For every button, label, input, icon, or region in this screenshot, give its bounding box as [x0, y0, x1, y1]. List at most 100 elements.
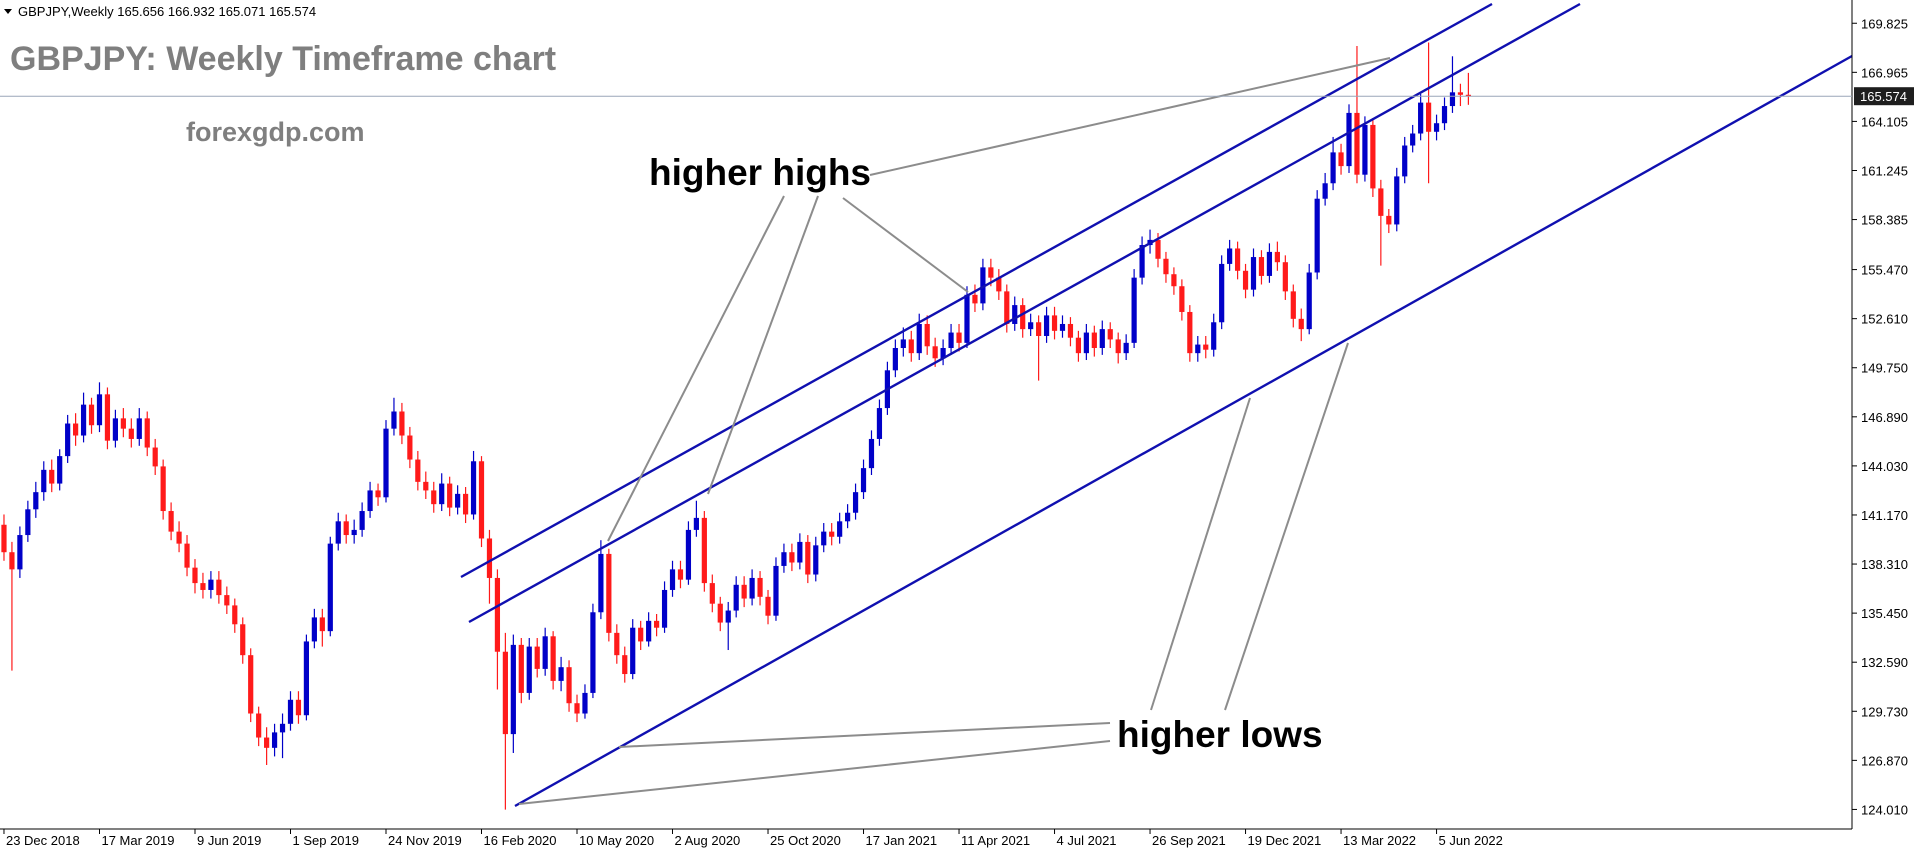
candle-body	[1075, 337, 1082, 354]
candle-body	[534, 646, 540, 669]
candle-body	[248, 655, 254, 714]
candle-body	[447, 483, 453, 508]
candle-body	[797, 541, 803, 563]
x-tick-label: 16 Feb 2020	[484, 833, 557, 848]
candle-body	[1179, 286, 1185, 312]
y-tick-label: 135.450	[1861, 606, 1908, 621]
candle-body	[550, 636, 556, 681]
candle-body	[510, 644, 516, 735]
candle-body	[741, 584, 747, 599]
candle-body	[900, 339, 906, 349]
candle-body	[1203, 344, 1209, 350]
candle-body	[773, 565, 779, 616]
candle-body	[319, 617, 325, 632]
candle-body	[502, 651, 508, 735]
candle-body	[1155, 239, 1161, 259]
ohlc-low: 165.071	[219, 4, 266, 19]
candle-body	[813, 545, 819, 575]
candle-body	[17, 535, 23, 570]
x-tick-label: 9 Jun 2019	[197, 833, 261, 848]
candle-body	[661, 589, 668, 628]
candle-body	[693, 517, 699, 530]
candle-body	[582, 692, 588, 714]
candle-body	[566, 667, 572, 704]
x-tick-label: 10 May 2020	[579, 833, 654, 848]
annotation: higher lows	[1117, 714, 1323, 755]
candle-body	[964, 294, 970, 343]
y-tick-label: 129.730	[1861, 704, 1908, 719]
candle-body	[638, 627, 644, 642]
candle-body	[685, 529, 692, 580]
menu-arrow	[4, 9, 12, 14]
candle-body	[829, 531, 835, 537]
candle-body	[1354, 112, 1360, 175]
x-tick-label: 19 Dec 2021	[1248, 833, 1322, 848]
x-tick-label: 26 Sep 2021	[1152, 833, 1226, 848]
y-tick-label: 149.750	[1861, 361, 1908, 376]
candle-body	[1123, 342, 1129, 354]
candle-body	[1370, 124, 1376, 189]
candle-body	[1242, 270, 1249, 290]
candle-body	[526, 646, 532, 693]
candle-body	[940, 348, 946, 359]
candle-body	[614, 632, 620, 656]
symbol: GBPJPY,Weekly	[18, 4, 114, 19]
candle-body	[876, 408, 883, 439]
candle-body	[120, 418, 126, 429]
candle-body	[574, 703, 580, 714]
candle-body	[462, 493, 469, 515]
candle-body	[1115, 339, 1121, 354]
candle-body	[1386, 215, 1392, 225]
candle-body	[892, 348, 898, 371]
candle-body	[725, 610, 731, 623]
pointer-line	[1150, 397, 1251, 711]
x-tick-label: 17 Mar 2019	[101, 833, 174, 848]
candle-body	[606, 553, 612, 633]
y-tick-label: 124.010	[1861, 802, 1908, 817]
candle-body	[1290, 291, 1296, 319]
candle-body	[1211, 322, 1217, 350]
candle-body	[948, 332, 954, 349]
candle-body	[765, 596, 771, 616]
candle-body	[200, 583, 206, 590]
y-tick-label: 166.965	[1861, 65, 1908, 80]
ohlc-high: 166.932	[168, 4, 215, 19]
candle-body	[1465, 94, 1471, 97]
ohlc-open: 165.656	[117, 4, 164, 19]
candle-body	[1282, 262, 1288, 292]
candle-body	[1410, 133, 1416, 146]
candle-body	[1036, 322, 1042, 336]
x-tick-label: 11 Apr 2021	[961, 833, 1030, 848]
candle-body	[1, 524, 7, 553]
candle-body	[256, 713, 262, 738]
price-label-box	[1854, 87, 1914, 106]
y-tick-label: 164.105	[1861, 114, 1908, 129]
candle-body	[144, 418, 150, 448]
candle-body	[860, 468, 867, 493]
candle-body	[49, 469, 55, 484]
candle-body	[1195, 344, 1201, 354]
candle-body	[1338, 152, 1344, 167]
candle-body	[1274, 251, 1280, 263]
candle-body	[478, 461, 485, 539]
candle-body	[383, 428, 389, 498]
candle-body	[1346, 112, 1352, 167]
x-tick-label: 2 Aug 2020	[675, 833, 741, 848]
candle-body	[1250, 257, 1257, 290]
candle-body	[956, 332, 962, 343]
x-tick-label: 25 Oct 2020	[770, 833, 841, 848]
candle-body	[9, 552, 15, 570]
y-tick-label: 138.310	[1861, 557, 1908, 572]
candle-body	[1234, 248, 1241, 271]
candle-body	[208, 579, 214, 590]
candle-body	[33, 492, 39, 510]
candle-body	[781, 552, 787, 566]
candle-body	[701, 517, 707, 584]
candle-body	[1258, 257, 1265, 276]
candle-body	[717, 603, 723, 623]
candle-body	[423, 481, 429, 491]
x-tick-label: 5 Jun 2022	[1439, 833, 1503, 848]
candle-body	[295, 699, 302, 716]
pointer-line	[607, 195, 785, 542]
